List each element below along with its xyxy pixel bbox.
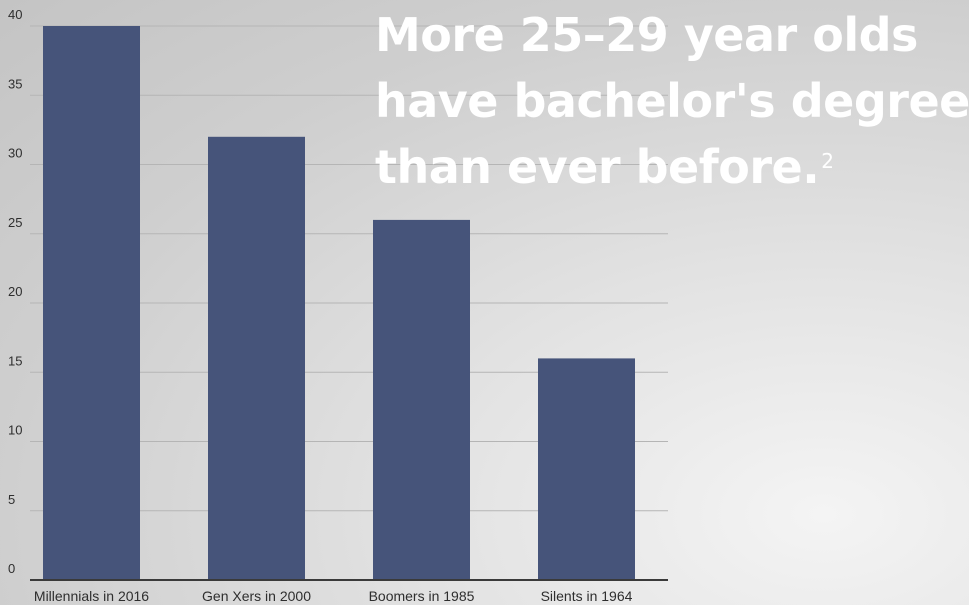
headline-line-3-text: than ever before. (375, 140, 820, 194)
footnote-marker: 2 (821, 149, 834, 173)
y-tick-label: 40 (8, 7, 22, 22)
y-tick-label: 10 (8, 423, 22, 438)
y-tick-label: 0 (8, 561, 15, 576)
x-tick-label: Gen Xers in 2000 (202, 588, 311, 604)
bar (538, 358, 635, 580)
x-tick-label: Boomers in 1985 (369, 588, 475, 604)
bar (208, 136, 305, 581)
bar (373, 219, 470, 580)
y-tick-label: 35 (8, 76, 22, 91)
headline-line-2: have bachelor's degrees (375, 74, 969, 128)
y-tick-label: 30 (8, 146, 22, 161)
y-tick-label: 25 (8, 215, 22, 230)
headline-line-3: than ever before. 2 (375, 134, 969, 200)
y-tick-label: 15 (8, 353, 22, 368)
y-tick-label: 20 (8, 284, 22, 299)
headline-line-1: More 25–29 year olds (375, 8, 918, 62)
headline: More 25–29 year olds have bachelor's deg… (375, 2, 969, 200)
x-tick-label: Millennials in 2016 (34, 588, 149, 604)
bar (43, 26, 140, 580)
x-tick-label: Silents in 1964 (541, 588, 633, 604)
y-tick-label: 5 (8, 492, 15, 507)
